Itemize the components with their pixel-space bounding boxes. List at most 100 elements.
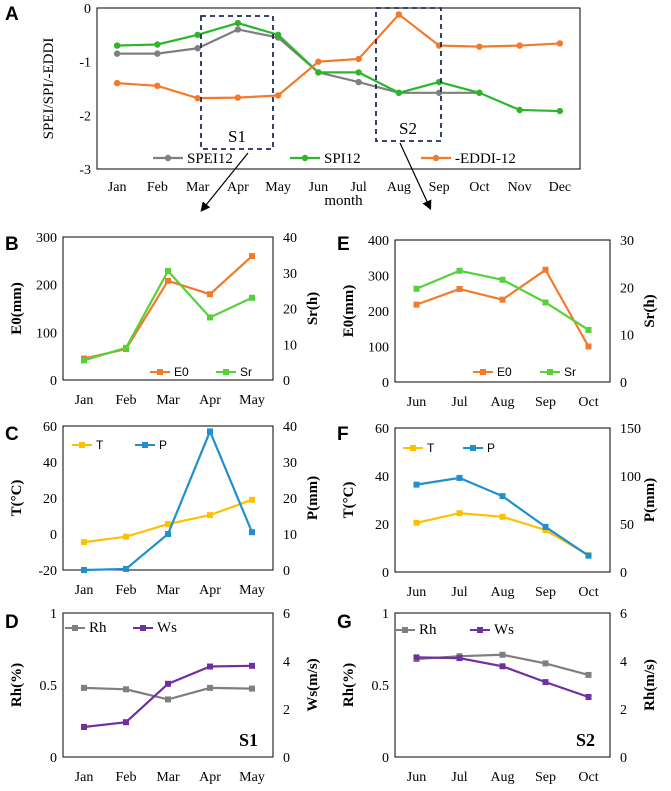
panel-label-a: A: [5, 4, 19, 25]
y-tick-label: 0.5: [372, 679, 390, 694]
y-tick-label: 20: [375, 518, 389, 533]
annotation-s1: S1: [239, 730, 258, 750]
y-tick-label: -3: [79, 163, 91, 178]
legend-swatch-marker: [547, 369, 553, 375]
legend-swatch-marker: [480, 369, 486, 375]
legend-label: P: [487, 441, 495, 455]
data-point: [207, 512, 213, 519]
data-point: [113, 79, 121, 87]
x-tick-label: Nov: [508, 180, 532, 195]
panel-label-g: G: [337, 612, 352, 633]
chart-f: F 0 20 40 60 0 50 100 150 Jun Jul Aug Sep Oct T(°C) P(m…: [337, 422, 658, 600]
data-point: [113, 42, 121, 49]
data-point: [154, 82, 161, 90]
data-point: [274, 92, 282, 99]
x-tick-label: Mar: [156, 393, 180, 408]
y2-tick-label: 30: [620, 234, 634, 249]
data-point: [207, 684, 213, 691]
x-tick-label: Sep: [429, 180, 450, 195]
y-tick-label: 0.5: [40, 679, 58, 694]
data-point: [234, 94, 242, 101]
series-line-p: [83, 428, 254, 572]
data-point: [542, 299, 549, 306]
data-point: [207, 291, 213, 298]
data-point: [194, 94, 201, 102]
plot-frame-e: [394, 239, 611, 383]
annotation-s1: S1: [228, 127, 246, 146]
data-point: [207, 314, 213, 321]
highlight-box-s1: [200, 15, 274, 150]
plot-frame-c: [62, 425, 274, 571]
data-point: [81, 567, 87, 573]
y-tick-label: 400: [368, 234, 389, 249]
x-tick-label: Mar: [156, 770, 180, 785]
y-tick-label: 200: [36, 279, 57, 294]
x-tick-label: Feb: [116, 770, 137, 785]
panel-label-c: C: [5, 424, 19, 445]
x-tick-label: Jun: [407, 585, 426, 600]
x-tick-label: Aug: [490, 585, 514, 600]
data-point: [456, 655, 463, 662]
legend-swatch-marker: [79, 442, 85, 448]
y2-axis-label: Sr(h): [305, 292, 321, 325]
y2-tick-label: 40: [283, 231, 297, 246]
y2-tick-label: 0: [620, 751, 627, 766]
data-point: [165, 680, 171, 687]
legend-label: P: [159, 438, 167, 452]
y2-tick-label: 4: [620, 655, 627, 670]
y2-axis-label: Sr(h): [642, 294, 658, 327]
x-tick-label: Aug: [490, 770, 514, 785]
data-point: [355, 78, 362, 86]
legend-label: Sr: [240, 365, 252, 379]
x-tick-label: Aug: [490, 395, 514, 410]
data-point: [249, 294, 255, 301]
plot-frame-f: [394, 427, 611, 573]
data-point: [413, 654, 420, 661]
data-point: [476, 43, 483, 50]
x-tick-label: Jun: [407, 395, 426, 410]
legend-swatch-marker: [402, 627, 408, 633]
data-point: [154, 50, 161, 57]
legend-label: T: [427, 441, 435, 455]
y2-tick-label: 150: [620, 422, 641, 437]
x-tick-label: Sep: [535, 770, 556, 785]
data-point: [123, 344, 129, 351]
y-tick-label: 0: [50, 374, 57, 389]
data-point: [516, 42, 523, 49]
x-tick-label: Mar: [156, 583, 180, 598]
x-tick-label: Oct: [578, 395, 598, 410]
chart-a: A -3 -2 -1 0 Jan Feb Mar Apr May Jun Jul Aug Sep Oct No…: [5, 2, 581, 209]
y2-tick-label: 6: [283, 607, 290, 622]
data-point: [123, 686, 129, 693]
panel-label-b: B: [5, 234, 19, 255]
legend-swatch-marker: [432, 154, 440, 162]
legend-label: Sr: [564, 365, 576, 379]
y-tick-label: -2: [79, 109, 91, 124]
chart-d: D 0 0.5 1 0 2 4 6 Jan Feb Mar Apr May Rh(%) Ws(m/s) Rh W…: [5, 607, 321, 785]
y2-axis-label: Rh(m/s): [642, 659, 658, 711]
chart-c: C -20 0 20 40 60 0 10 20 30 40 Jan Feb Mar Apr May T(°C)…: [5, 420, 321, 598]
legend-swatch-marker: [410, 445, 416, 451]
legend-swatch-marker: [157, 369, 163, 375]
y-tick-label: 0: [382, 566, 389, 581]
y2-tick-label: 0: [620, 376, 627, 391]
y-axis-label: T(°C): [9, 480, 25, 517]
data-point: [194, 45, 201, 52]
y-axis-label: SPEI/SPI/-EDDI: [41, 38, 57, 140]
y-tick-label: -20: [38, 564, 57, 579]
y-tick-label: 60: [43, 420, 57, 435]
data-point: [476, 89, 483, 96]
y-tick-label: 100: [36, 326, 57, 341]
data-point: [542, 527, 549, 533]
series-line-spi12: [117, 21, 560, 113]
data-point: [413, 481, 420, 488]
data-point: [123, 719, 129, 726]
data-point: [542, 679, 549, 686]
annotation-s2: S2: [399, 119, 417, 138]
data-point: [585, 552, 592, 559]
legend-label: SPEI12: [187, 151, 233, 167]
data-point: [542, 660, 549, 667]
x-tick-label: Jan: [75, 393, 94, 408]
